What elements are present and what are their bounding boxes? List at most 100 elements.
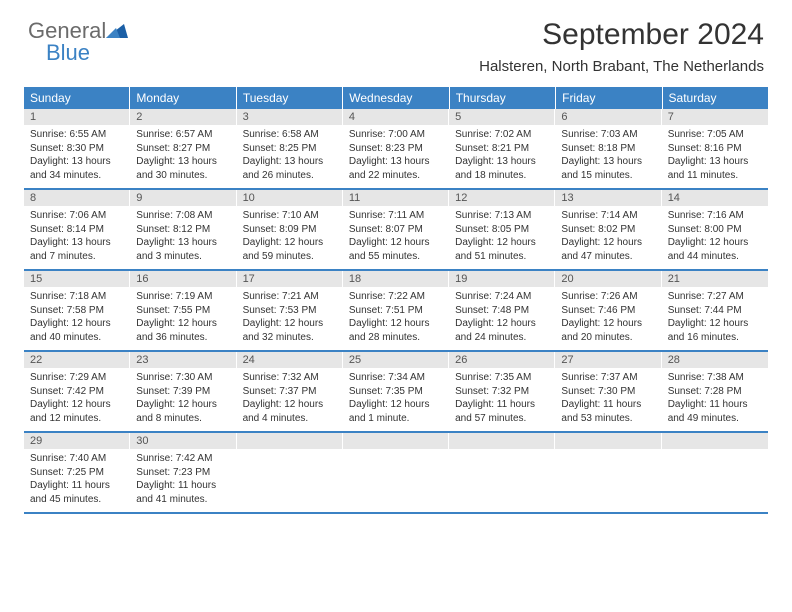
daylight-line: Daylight: 12 hours and 44 minutes. (668, 236, 762, 263)
day-body: Sunrise: 7:32 AMSunset: 7:37 PMDaylight:… (237, 368, 343, 431)
day-number: 19 (449, 271, 555, 287)
daylight-line: Daylight: 11 hours and 41 minutes. (136, 479, 230, 506)
day-body: Sunrise: 7:24 AMSunset: 7:48 PMDaylight:… (449, 287, 555, 350)
day-number: 17 (237, 271, 343, 287)
day-cell: 6Sunrise: 7:03 AMSunset: 8:18 PMDaylight… (555, 109, 661, 188)
daylight-line: Daylight: 13 hours and 22 minutes. (349, 155, 443, 182)
calendar-grid: Sunday Monday Tuesday Wednesday Thursday… (24, 87, 768, 514)
day-number: 3 (237, 109, 343, 125)
day-number: 27 (555, 352, 661, 368)
day-number: 8 (24, 190, 130, 206)
day-cell: 24Sunrise: 7:32 AMSunset: 7:37 PMDayligh… (237, 352, 343, 431)
day-body: Sunrise: 7:38 AMSunset: 7:28 PMDaylight:… (662, 368, 768, 431)
day-body: Sunrise: 7:27 AMSunset: 7:44 PMDaylight:… (662, 287, 768, 350)
daylight-line: Daylight: 12 hours and 8 minutes. (136, 398, 230, 425)
day-body (237, 449, 343, 509)
week-row: 1Sunrise: 6:55 AMSunset: 8:30 PMDaylight… (24, 109, 768, 190)
day-number: 16 (130, 271, 236, 287)
day-cell: 20Sunrise: 7:26 AMSunset: 7:46 PMDayligh… (555, 271, 661, 350)
day-body: Sunrise: 7:42 AMSunset: 7:23 PMDaylight:… (130, 449, 236, 512)
day-number: 1 (24, 109, 130, 125)
day-body: Sunrise: 7:35 AMSunset: 7:32 PMDaylight:… (449, 368, 555, 431)
sunset-line: Sunset: 7:53 PM (243, 304, 337, 318)
dayhead-fri: Friday (556, 87, 662, 109)
day-cell: 11Sunrise: 7:11 AMSunset: 8:07 PMDayligh… (343, 190, 449, 269)
day-body: Sunrise: 7:00 AMSunset: 8:23 PMDaylight:… (343, 125, 449, 188)
sunrise-line: Sunrise: 7:35 AM (455, 371, 549, 385)
sunset-line: Sunset: 8:25 PM (243, 142, 337, 156)
day-number: 30 (130, 433, 236, 449)
day-cell: 16Sunrise: 7:19 AMSunset: 7:55 PMDayligh… (130, 271, 236, 350)
daylight-line: Daylight: 12 hours and 24 minutes. (455, 317, 549, 344)
day-body: Sunrise: 7:40 AMSunset: 7:25 PMDaylight:… (24, 449, 130, 512)
sunrise-line: Sunrise: 7:14 AM (561, 209, 655, 223)
day-body: Sunrise: 7:22 AMSunset: 7:51 PMDaylight:… (343, 287, 449, 350)
day-body: Sunrise: 7:16 AMSunset: 8:00 PMDaylight:… (662, 206, 768, 269)
sunrise-line: Sunrise: 7:11 AM (349, 209, 443, 223)
day-body: Sunrise: 7:13 AMSunset: 8:05 PMDaylight:… (449, 206, 555, 269)
day-cell: 30Sunrise: 7:42 AMSunset: 7:23 PMDayligh… (130, 433, 236, 512)
day-cell: 29Sunrise: 7:40 AMSunset: 7:25 PMDayligh… (24, 433, 130, 512)
day-cell: 3Sunrise: 6:58 AMSunset: 8:25 PMDaylight… (237, 109, 343, 188)
daylight-line: Daylight: 11 hours and 49 minutes. (668, 398, 762, 425)
dayhead-sat: Saturday (663, 87, 768, 109)
sunset-line: Sunset: 8:07 PM (349, 223, 443, 237)
sunrise-line: Sunrise: 7:21 AM (243, 290, 337, 304)
sunset-line: Sunset: 8:18 PM (561, 142, 655, 156)
day-cell: 4Sunrise: 7:00 AMSunset: 8:23 PMDaylight… (343, 109, 449, 188)
day-number: 20 (555, 271, 661, 287)
day-number (449, 433, 555, 449)
day-number (555, 433, 661, 449)
sunrise-line: Sunrise: 6:57 AM (136, 128, 230, 142)
sunset-line: Sunset: 7:30 PM (561, 385, 655, 399)
day-body: Sunrise: 6:55 AMSunset: 8:30 PMDaylight:… (24, 125, 130, 188)
sunrise-line: Sunrise: 7:40 AM (30, 452, 124, 466)
week-row: 8Sunrise: 7:06 AMSunset: 8:14 PMDaylight… (24, 190, 768, 271)
daylight-line: Daylight: 12 hours and 28 minutes. (349, 317, 443, 344)
day-cell: 1Sunrise: 6:55 AMSunset: 8:30 PMDaylight… (24, 109, 130, 188)
sunset-line: Sunset: 7:39 PM (136, 385, 230, 399)
daylight-line: Daylight: 13 hours and 3 minutes. (136, 236, 230, 263)
daylight-line: Daylight: 11 hours and 53 minutes. (561, 398, 655, 425)
day-cell: 2Sunrise: 6:57 AMSunset: 8:27 PMDaylight… (130, 109, 236, 188)
daylight-line: Daylight: 13 hours and 11 minutes. (668, 155, 762, 182)
daylight-line: Daylight: 12 hours and 59 minutes. (243, 236, 337, 263)
sunrise-line: Sunrise: 7:10 AM (243, 209, 337, 223)
daylight-line: Daylight: 13 hours and 18 minutes. (455, 155, 549, 182)
dayhead-tue: Tuesday (237, 87, 343, 109)
sunset-line: Sunset: 7:58 PM (30, 304, 124, 318)
day-body: Sunrise: 7:30 AMSunset: 7:39 PMDaylight:… (130, 368, 236, 431)
daylight-line: Daylight: 11 hours and 45 minutes. (30, 479, 124, 506)
sunrise-line: Sunrise: 7:00 AM (349, 128, 443, 142)
sunset-line: Sunset: 8:27 PM (136, 142, 230, 156)
day-number: 9 (130, 190, 236, 206)
day-body: Sunrise: 7:34 AMSunset: 7:35 PMDaylight:… (343, 368, 449, 431)
day-number: 29 (24, 433, 130, 449)
sunrise-line: Sunrise: 7:02 AM (455, 128, 549, 142)
daylight-line: Daylight: 12 hours and 47 minutes. (561, 236, 655, 263)
day-body: Sunrise: 7:18 AMSunset: 7:58 PMDaylight:… (24, 287, 130, 350)
day-cell (449, 433, 555, 512)
day-body: Sunrise: 7:02 AMSunset: 8:21 PMDaylight:… (449, 125, 555, 188)
month-title: September 2024 (479, 18, 764, 52)
day-cell: 9Sunrise: 7:08 AMSunset: 8:12 PMDaylight… (130, 190, 236, 269)
day-cell: 13Sunrise: 7:14 AMSunset: 8:02 PMDayligh… (555, 190, 661, 269)
sunset-line: Sunset: 7:35 PM (349, 385, 443, 399)
day-number: 13 (555, 190, 661, 206)
day-cell: 12Sunrise: 7:13 AMSunset: 8:05 PMDayligh… (449, 190, 555, 269)
day-cell: 17Sunrise: 7:21 AMSunset: 7:53 PMDayligh… (237, 271, 343, 350)
sunrise-line: Sunrise: 7:05 AM (668, 128, 762, 142)
day-body: Sunrise: 7:11 AMSunset: 8:07 PMDaylight:… (343, 206, 449, 269)
daylight-line: Daylight: 12 hours and 4 minutes. (243, 398, 337, 425)
sunset-line: Sunset: 7:25 PM (30, 466, 124, 480)
day-cell (662, 433, 768, 512)
sunrise-line: Sunrise: 7:13 AM (455, 209, 549, 223)
sunset-line: Sunset: 7:44 PM (668, 304, 762, 318)
day-number: 5 (449, 109, 555, 125)
sunrise-line: Sunrise: 7:18 AM (30, 290, 124, 304)
day-body: Sunrise: 7:14 AMSunset: 8:02 PMDaylight:… (555, 206, 661, 269)
day-number: 7 (662, 109, 768, 125)
day-cell: 22Sunrise: 7:29 AMSunset: 7:42 PMDayligh… (24, 352, 130, 431)
daylight-line: Daylight: 12 hours and 1 minute. (349, 398, 443, 425)
day-number: 21 (662, 271, 768, 287)
